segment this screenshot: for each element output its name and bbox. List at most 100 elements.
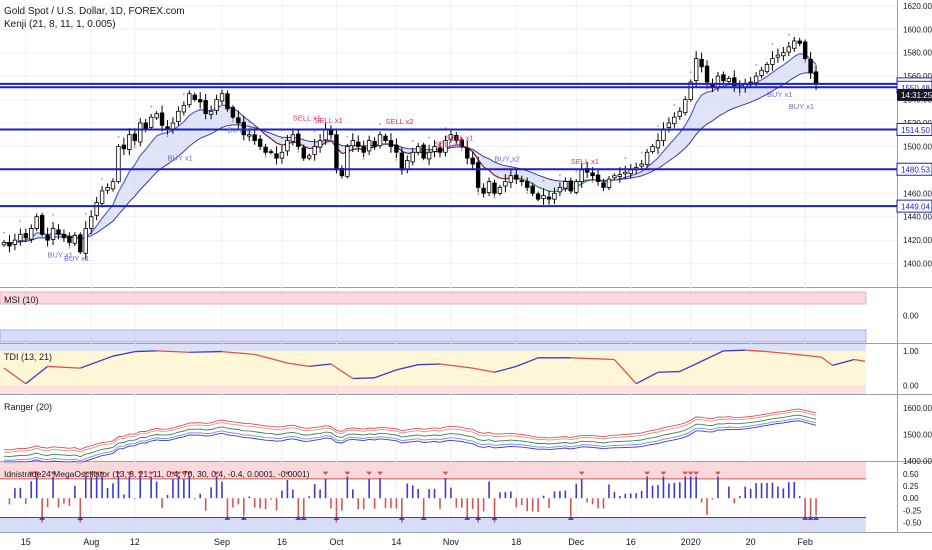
x-tick-label: 16	[277, 537, 287, 547]
trade-signal-label: BUY x1	[64, 254, 89, 263]
signal-star-marker: *	[690, 72, 693, 78]
signal-star-marker: *	[755, 64, 758, 70]
candle-body	[61, 233, 67, 239]
oscillator-sell-triangle	[693, 471, 700, 476]
fast-ma-segment	[668, 138, 675, 146]
fast-ma-segment	[619, 176, 626, 180]
oscillator-buy-triangle	[813, 516, 820, 520]
candle-body	[525, 181, 530, 188]
candle-body	[426, 151, 432, 160]
candle-body	[639, 163, 644, 167]
msi-lower-zone	[0, 329, 867, 343]
trade-signal-label: SELL x1	[571, 157, 599, 166]
trade-signal-label: BUY x2	[495, 155, 520, 164]
oscillator-sell-triangle	[28, 471, 35, 476]
candle-body	[437, 147, 443, 153]
candle-body	[83, 228, 88, 254]
fast-ma-segment	[772, 68, 779, 73]
candle-body	[606, 178, 612, 188]
tdi-line-segment	[287, 362, 310, 368]
ranger-pane-label: Ranger (20)	[4, 402, 53, 412]
candle-body	[18, 233, 23, 242]
candle-body	[421, 144, 426, 159]
oscillator-sell-triangle	[682, 471, 689, 476]
level-price-label: 1449.04	[901, 203, 930, 212]
trade-signal-label: BUY x1	[227, 125, 252, 134]
price-tick-label: 1500.00	[903, 142, 932, 151]
candle-body	[383, 135, 388, 141]
tdi-line-segment	[254, 353, 288, 364]
oscillator-buy-triangle	[224, 516, 231, 520]
oscillator-sell-triangle	[148, 471, 155, 476]
signal-star-marker: *	[510, 161, 513, 167]
signal-star-marker: *	[134, 146, 137, 152]
fast-ma-segment	[188, 111, 196, 116]
candle-body	[105, 187, 110, 191]
signal-star-marker: *	[706, 88, 709, 94]
tdi-line-segment	[189, 350, 223, 353]
signal-star-marker: *	[346, 136, 349, 142]
price-tick-label: 1460.00	[903, 189, 932, 198]
oscillator-buy-triangle	[240, 516, 247, 520]
oscillator-lower-zone	[0, 517, 866, 532]
fast-ma-segment	[701, 91, 708, 96]
x-tick-label: Nov	[443, 537, 460, 547]
candle-body	[132, 133, 137, 141]
price-tick-label: 1440.00	[903, 213, 932, 222]
candle-body	[497, 187, 503, 194]
signal-star-marker: *	[477, 193, 480, 199]
candle-body	[394, 144, 399, 153]
candle-body	[138, 122, 143, 143]
candle-body	[170, 122, 176, 130]
oscillator-tick-label: 0.50	[903, 470, 919, 479]
oscillator-buy-triangle	[398, 516, 405, 520]
trade-signal-label: SELL x2	[386, 117, 414, 126]
candle-body	[590, 172, 595, 177]
candle-body	[388, 140, 394, 147]
fast-ma-segment	[112, 191, 120, 205]
candle-body	[252, 134, 257, 141]
signal-star-marker: *	[591, 182, 594, 188]
candle-body	[574, 181, 579, 193]
candle-body	[89, 216, 94, 229]
tdi-line-segment	[701, 350, 724, 362]
candle-body	[214, 99, 219, 111]
fast-ma-segment	[777, 64, 784, 70]
candle-body	[781, 52, 786, 57]
fast-ma-segment	[352, 148, 359, 151]
oscillator-sell-triangle	[377, 471, 384, 476]
oscillator-sell-triangle	[714, 471, 721, 476]
fast-ma-segment	[270, 138, 277, 144]
oscillator-sell-triangle	[186, 471, 193, 476]
tdi-line-segment	[374, 369, 397, 379]
x-tick-label: 14	[391, 537, 401, 547]
candle-body	[377, 134, 383, 147]
candle-body	[56, 229, 61, 235]
signal-star-marker: *	[215, 87, 218, 93]
x-tick-label: Sep	[214, 537, 230, 547]
candle-body	[23, 233, 28, 239]
level-price-tag	[896, 162, 932, 176]
candle-body	[7, 242, 12, 247]
oscillator-sell-triangle	[33, 471, 40, 476]
tdi-line-segment	[112, 350, 135, 357]
fast-ma-segment	[690, 102, 697, 116]
tdi-line-segment	[134, 350, 157, 353]
candle-body	[274, 153, 279, 159]
signal-star-marker: *	[68, 247, 71, 253]
candle-body	[334, 134, 339, 171]
candle-body	[759, 69, 764, 76]
candle-body	[1, 242, 7, 246]
candle-body	[530, 185, 535, 194]
candle-body	[301, 147, 306, 159]
trade-signal-label: SELL x1	[445, 134, 473, 143]
oscillator-sell-triangle	[82, 471, 89, 476]
x-tick-label: Aug	[83, 537, 99, 547]
fast-ma-segment	[652, 157, 659, 164]
signal-star-marker: *	[264, 156, 267, 162]
oscillator-buy-triangle	[802, 516, 809, 520]
candle-body	[672, 116, 677, 125]
trade-signal-label: SELL x1	[435, 139, 463, 148]
candle-body	[655, 140, 661, 149]
